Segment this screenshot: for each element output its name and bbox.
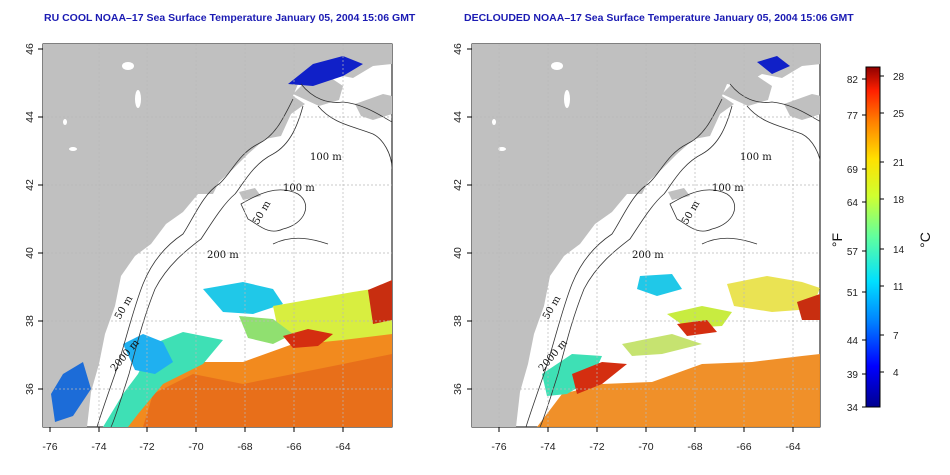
- lat-tick: 40: [24, 247, 36, 259]
- f-tick: 51: [847, 288, 859, 299]
- left-map-panel: 100 m 100 m 50 m 200 m 50 m 2000 m -76 -…: [24, 43, 393, 453]
- left-contour-label-1: 100 m: [310, 152, 342, 163]
- right-sst-data: [472, 44, 820, 427]
- c-tick: 4: [893, 368, 899, 379]
- lat-tick: 38: [452, 315, 464, 327]
- lon-tick: -64: [335, 441, 350, 453]
- f-tick: 64: [847, 198, 859, 209]
- c-tick: 14: [893, 245, 905, 256]
- right-tick-marks: [467, 48, 794, 432]
- fahrenheit-ticks: 82 77 69 64 57 51 44 39 34: [847, 75, 859, 414]
- colorbar-scale: [865, 66, 881, 408]
- left-tick-marks: [38, 48, 344, 432]
- lon-tick: -76: [42, 441, 57, 453]
- c-tick: 25: [893, 109, 905, 120]
- left-lat-ticks: 36 38 40 42 44 46: [24, 43, 36, 395]
- right-contour-label-4: 200 m: [632, 250, 664, 261]
- lon-tick: -66: [736, 441, 751, 453]
- lon-tick: -72: [589, 441, 604, 453]
- c-tick: 21: [893, 158, 905, 169]
- f-tick: 82: [847, 75, 859, 86]
- colorbar: 82 77 69 64 57 51 44 39 34 28 25 21 18 1…: [829, 66, 933, 414]
- lon-tick: -68: [237, 441, 252, 453]
- lon-tick: -70: [638, 441, 653, 453]
- left-map-title: RU COOL NOAA–17 Sea Surface Temperature …: [44, 12, 416, 24]
- lat-tick: 46: [24, 43, 36, 55]
- left-lon-ticks: -76 -74 -72 -70 -68 -66 -64: [42, 441, 350, 453]
- lat-tick: 44: [452, 111, 464, 123]
- lon-tick: -74: [540, 441, 555, 453]
- lat-tick: 40: [452, 247, 464, 259]
- lon-tick: -66: [286, 441, 301, 453]
- right-graticule: [472, 44, 820, 427]
- lat-tick: 36: [24, 383, 36, 395]
- lon-tick: -74: [91, 441, 106, 453]
- right-contour-label-1: 100 m: [740, 152, 772, 163]
- right-lon-ticks: -76 -74 -72 -70 -68 -66 -64: [491, 441, 800, 453]
- fahrenheit-label: °F: [829, 233, 845, 247]
- f-tick: 77: [847, 111, 859, 122]
- lon-tick: -72: [139, 441, 154, 453]
- right-map-panel: 100 m 100 m 50 m 200 m 50 m 2000 m -76 -…: [452, 43, 821, 453]
- left-contour-label-2: 100 m: [283, 183, 315, 194]
- lat-tick: 46: [452, 43, 464, 55]
- c-tick: 18: [893, 195, 905, 206]
- lon-tick: -68: [687, 441, 702, 453]
- lat-tick: 36: [452, 383, 464, 395]
- f-tick: 39: [847, 370, 859, 381]
- c-tick: 11: [893, 282, 904, 293]
- lon-tick: -76: [491, 441, 506, 453]
- c-tick: 7: [893, 331, 899, 342]
- f-tick: 34: [847, 403, 859, 414]
- left-contour-label-4: 200 m: [207, 250, 239, 261]
- right-lat-ticks: 36 38 40 42 44 46: [452, 43, 464, 395]
- right-contour-label-2: 100 m: [712, 183, 744, 194]
- lon-tick: -64: [785, 441, 800, 453]
- celsius-ticks: 28 25 21 18 14 11 7 4: [893, 72, 905, 379]
- lat-tick: 42: [452, 179, 464, 191]
- f-tick: 44: [847, 336, 859, 347]
- lon-tick: -70: [188, 441, 203, 453]
- right-map-title: DECLOUDED NOAA–17 Sea Surface Temperatur…: [464, 12, 854, 24]
- lat-tick: 44: [24, 111, 36, 123]
- c-tick: 28: [893, 72, 905, 83]
- f-tick: 69: [847, 165, 859, 176]
- celsius-label: °C: [917, 232, 933, 248]
- lat-tick: 42: [24, 179, 36, 191]
- f-tick: 57: [847, 247, 859, 258]
- colorbar-tick-marks: [862, 75, 884, 408]
- lat-tick: 38: [24, 315, 36, 327]
- left-sst-data: [43, 44, 392, 427]
